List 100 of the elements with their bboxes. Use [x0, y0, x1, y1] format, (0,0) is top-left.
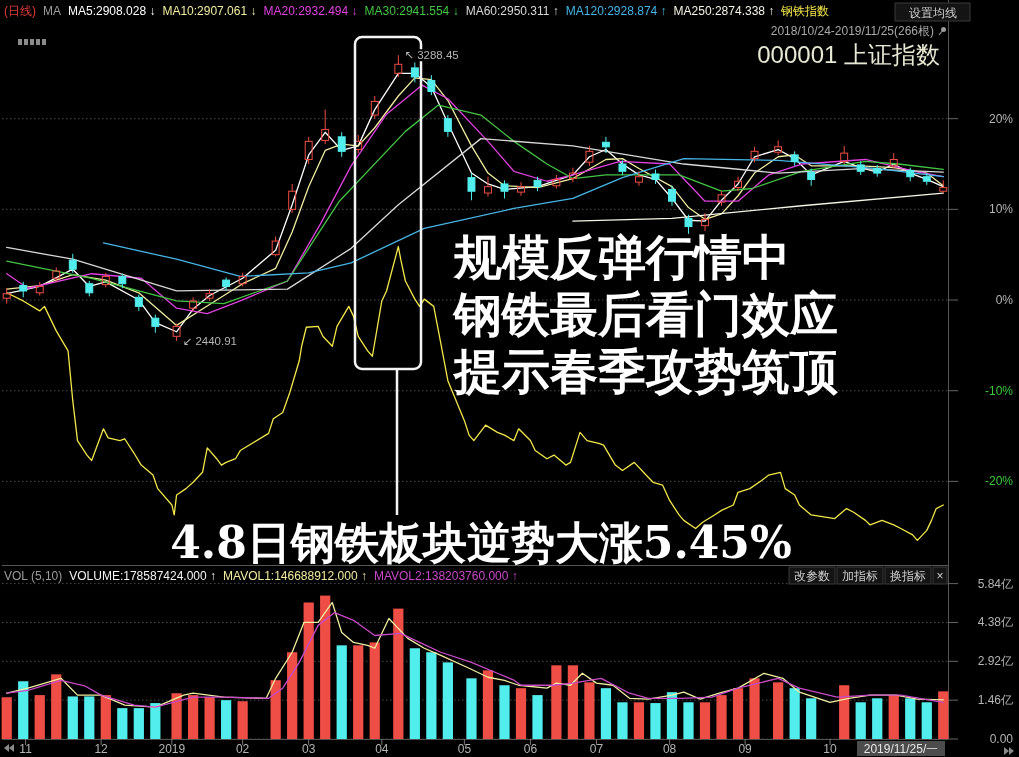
bar — [699, 702, 711, 739]
x-tick-label: 2019 — [158, 742, 186, 756]
bar — [683, 702, 694, 739]
y-tick-label: 5.84亿 — [977, 576, 1013, 591]
bar — [51, 674, 62, 739]
bar — [749, 678, 760, 739]
bar — [921, 702, 932, 739]
text: MA250:2874.338 ↑ — [673, 4, 775, 18]
y-tick-label: 4.38亿 — [977, 615, 1013, 630]
x-tick-label: 08 — [662, 742, 677, 756]
x-tick-label: 11 — [19, 742, 33, 756]
text: 钢铁指数 — [780, 4, 830, 18]
bar — [34, 695, 45, 739]
annotation: 换指标 — [890, 568, 926, 583]
text: MA120:2928.874 ↑ — [565, 4, 667, 18]
bar — [515, 688, 527, 739]
bar — [320, 595, 331, 739]
bar — [600, 688, 612, 739]
y-tick-label: 2.92亿 — [977, 654, 1013, 669]
text: 000001 上证指数 — [757, 41, 940, 68]
bar — [806, 698, 817, 739]
bar — [336, 645, 347, 739]
text: MA10:2907.061 ↓ — [162, 4, 257, 18]
bar — [938, 691, 949, 739]
bar — [18, 681, 29, 739]
text: MA20:2932.494 ↓ — [263, 4, 358, 18]
text: (日线) — [4, 4, 36, 18]
bar — [905, 698, 916, 739]
bar — [633, 702, 645, 739]
bar — [773, 682, 784, 739]
annotation: VOLUME:178587424.000 ↑ — [69, 569, 217, 583]
annotation: 4.8日钢铁板块逆势大涨5.45% — [170, 517, 792, 568]
bar — [732, 688, 744, 739]
bar — [1, 697, 12, 739]
bar — [499, 685, 510, 739]
x-tick-label: 03 — [302, 742, 316, 756]
bar — [171, 693, 182, 739]
bar — [100, 695, 111, 739]
bar — [617, 702, 628, 739]
annotation: × — [936, 568, 944, 583]
bar — [237, 701, 248, 739]
bar — [482, 670, 494, 739]
bar — [221, 700, 232, 739]
bar — [650, 703, 661, 739]
bar — [839, 685, 850, 739]
annotation: ↙ 2440.91 — [182, 334, 237, 347]
annotation: 加指标 — [842, 568, 878, 583]
bar — [270, 680, 281, 739]
annotation: 规模反弹行情中 — [453, 229, 790, 285]
bar — [84, 696, 95, 739]
bar — [567, 665, 579, 739]
bar — [117, 708, 128, 739]
text: MAVOL1:146688912.000 ↑ — [223, 569, 367, 583]
bar — [872, 698, 883, 739]
bar — [204, 697, 215, 739]
bar — [789, 688, 800, 739]
bar — [133, 708, 144, 739]
x-tick-label: 06 — [523, 742, 538, 756]
text: 设置均线 — [908, 5, 957, 20]
y-tick-label: -10% — [984, 383, 1014, 398]
text: MA — [43, 4, 61, 18]
bar — [369, 642, 380, 739]
x-tick-label: 04 — [375, 742, 389, 756]
bar — [287, 652, 298, 739]
bar — [584, 682, 595, 739]
annotation: ↖ 3288.45 — [404, 49, 459, 62]
y-tick-label: -20% — [984, 474, 1014, 489]
text: MA5:2908.028 ↓ — [68, 4, 156, 18]
bar — [303, 602, 314, 739]
bar — [716, 695, 727, 739]
bar — [666, 692, 678, 739]
x-tick-label: 05 — [457, 742, 472, 756]
bar — [409, 648, 420, 739]
bar — [426, 652, 437, 739]
text: MA30:2941.554 ↓ — [364, 4, 459, 18]
text: MA60:2950.311 ↑ — [465, 4, 559, 18]
bar — [466, 678, 477, 739]
x-tick-label: 09 — [738, 742, 753, 756]
annotation: 提示春季攻势筑顶 — [452, 343, 838, 399]
text: 2019/11/25/一 — [863, 741, 939, 756]
x-tick-label: 02 — [235, 742, 250, 756]
y-tick-label: 10% — [988, 202, 1014, 217]
bar — [67, 696, 78, 739]
y-tick-label: 0% — [995, 293, 1014, 308]
bar — [393, 608, 404, 739]
y-tick-label: 1.46亿 — [977, 693, 1013, 708]
bar — [442, 662, 453, 739]
annotation: 钢铁最后看门效应 — [452, 286, 838, 342]
bar — [187, 695, 199, 739]
x-tick-label: 07 — [589, 742, 604, 756]
x-tick-label: 12 — [94, 742, 109, 756]
text: MAVOL2:138203760.000 ↑ — [373, 569, 518, 583]
x-tick-label: 10 — [823, 742, 838, 756]
bar — [150, 703, 161, 739]
bar — [532, 695, 543, 739]
bar — [888, 695, 899, 739]
bar — [551, 665, 562, 739]
annotation: VOL (5,10) — [4, 569, 63, 583]
bar — [353, 645, 364, 739]
y-tick-label: 20% — [988, 111, 1014, 126]
